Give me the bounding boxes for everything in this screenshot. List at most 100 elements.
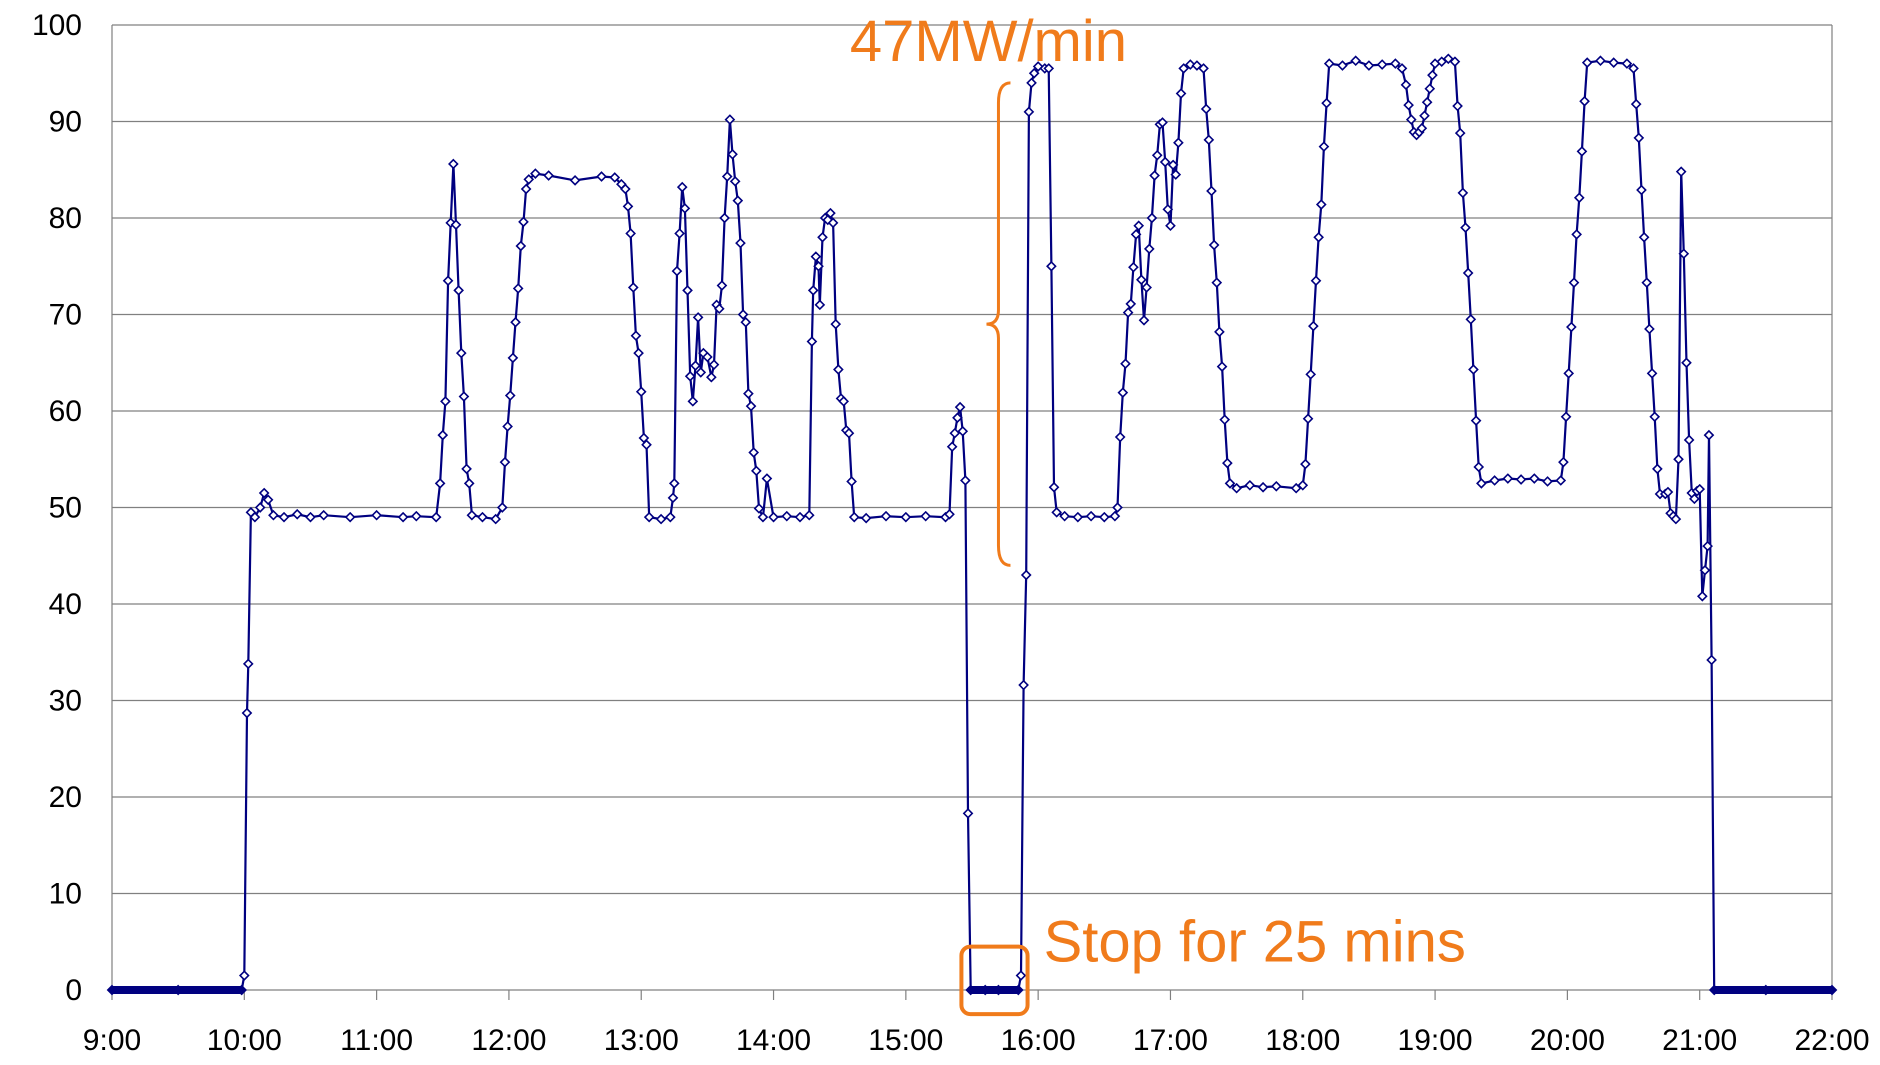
data-point: [262, 494, 274, 506]
data-point: [1048, 481, 1060, 493]
data-point: [737, 309, 749, 320]
data-point: [1149, 170, 1160, 181]
y-tick-label: 60: [49, 395, 82, 428]
data-point: [1427, 69, 1438, 81]
data-point: [1452, 100, 1463, 112]
data-point: [305, 511, 316, 523]
data-point: [1515, 474, 1527, 485]
data-point: [1699, 564, 1711, 576]
x-tick-label: 18:00: [1265, 1024, 1340, 1057]
data-point: [822, 214, 834, 226]
data-point: [1165, 220, 1176, 232]
data-point: [1675, 166, 1687, 178]
data-point: [490, 513, 502, 525]
data-point: [523, 174, 535, 185]
data-point: [757, 511, 769, 523]
data-point: [1216, 361, 1228, 372]
data-point: [1315, 199, 1327, 210]
data-point: [1300, 458, 1311, 470]
data-point: [1206, 185, 1217, 197]
data-point: [944, 508, 955, 520]
x-tick-labels: 9:00 10:00 11:00 12:00 13:00 14:00 15:00 16:00 1…: [83, 1024, 1870, 1057]
data-point: [1563, 368, 1575, 379]
data-point: [1638, 231, 1650, 243]
data-point: [827, 217, 839, 229]
y-tick-label: 80: [49, 202, 82, 235]
x-tick-label: 19:00: [1398, 1024, 1473, 1057]
data-point: [1214, 326, 1225, 338]
data-point: [794, 511, 806, 523]
data-point: [1122, 307, 1134, 318]
data-point: [814, 299, 826, 311]
data-point: [434, 478, 446, 489]
data-point: [1489, 475, 1500, 486]
x-tick-label: 22:00: [1794, 1024, 1869, 1057]
data-point: [1109, 510, 1121, 522]
axes: [111, 25, 1833, 1000]
data-point: [1157, 117, 1168, 128]
data-point: [1468, 364, 1479, 375]
data-point: [450, 219, 462, 231]
data-point: [1646, 368, 1658, 379]
data-point: [1454, 127, 1466, 139]
data-point: [1257, 481, 1269, 493]
data-point: [453, 285, 464, 296]
data-point: [530, 168, 541, 179]
data-point: [448, 158, 459, 170]
data-point: [1694, 483, 1706, 495]
data-point: [946, 441, 958, 453]
data-point: [960, 475, 971, 486]
data-point: [748, 447, 760, 458]
y-tick-label: 20: [49, 781, 82, 814]
data-point: [682, 285, 693, 296]
data-point: [318, 509, 330, 521]
data-point: [1442, 53, 1454, 65]
data-point: [716, 280, 728, 291]
data-point: [1244, 479, 1256, 491]
data-point: [1337, 60, 1348, 71]
data-point: [1297, 479, 1309, 491]
data-point: [344, 511, 356, 523]
data-point: [596, 171, 607, 182]
data-point: [633, 347, 644, 359]
data-point: [713, 303, 725, 315]
data-point: [1576, 146, 1588, 157]
y-tick-labels: 0 10 20 30 40 50 60 70 80 90 100: [32, 9, 82, 1007]
y-tick-label: 70: [49, 299, 82, 332]
data-point: [655, 513, 667, 525]
data-point: [743, 388, 754, 399]
data-point: [1219, 414, 1231, 426]
data-point: [1143, 243, 1155, 255]
data-point: [668, 478, 680, 489]
data-point: [620, 183, 631, 195]
data-point: [695, 367, 707, 378]
data-point: [1689, 493, 1700, 505]
data-point: [1200, 103, 1212, 115]
data-point: [1310, 275, 1322, 287]
data-point: [520, 183, 532, 195]
data-point: [745, 400, 757, 412]
data-point: [254, 502, 266, 513]
data-point: [900, 511, 912, 523]
data-point: [278, 511, 290, 523]
data-point: [1703, 429, 1715, 441]
data-point: [1476, 478, 1487, 489]
data-point: [1633, 132, 1645, 144]
data-point: [512, 283, 524, 294]
data-point: [1020, 569, 1032, 581]
data-point: [1673, 453, 1684, 465]
data-point: [1128, 261, 1139, 273]
data-point: [1683, 434, 1695, 446]
x-tick-label: 11:00: [340, 1024, 413, 1057]
data-point: [838, 396, 849, 407]
data-point: [1211, 277, 1223, 288]
data-point: [1151, 149, 1163, 161]
data-point: [753, 503, 765, 514]
data-point: [1579, 95, 1590, 107]
data-point: [684, 370, 696, 382]
data-point: [466, 509, 478, 521]
data-point: [507, 352, 519, 364]
data-point: [1628, 63, 1639, 74]
